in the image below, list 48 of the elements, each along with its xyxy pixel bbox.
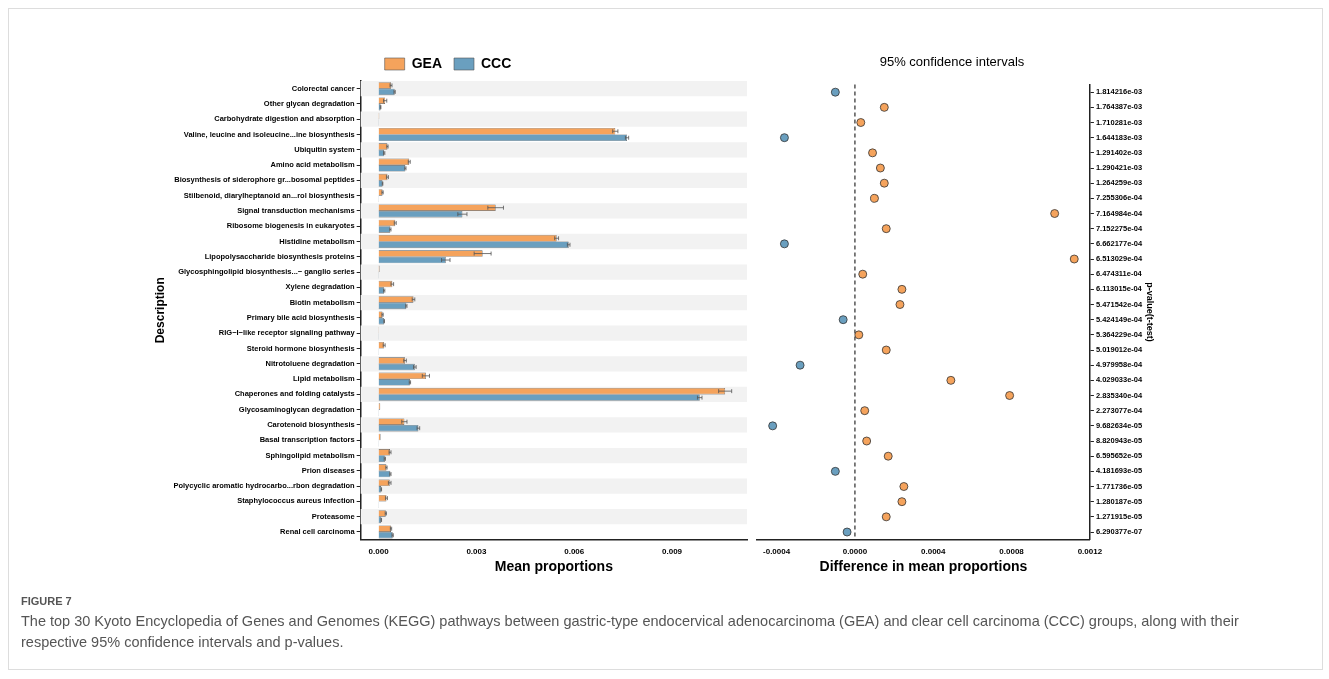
legend-label: CCC	[481, 54, 512, 71]
caption: FIGURE 7	[21, 595, 73, 607]
x-tick-label: 0.0004	[921, 546, 947, 556]
point	[862, 436, 872, 446]
point	[879, 178, 889, 188]
x-tick-label: 0.000	[368, 546, 390, 556]
point	[895, 300, 905, 309]
x-tick-label: 0.0000	[842, 546, 868, 556]
point	[838, 315, 848, 325]
point	[830, 466, 840, 476]
x-axis-title: Mean proportions	[494, 558, 614, 575]
x-tick-label: 0.0008	[999, 546, 1025, 556]
point	[795, 360, 805, 370]
y2-axis-title: p-value(t-test)	[1145, 282, 1156, 342]
x-tick-label: 0.009	[662, 546, 683, 556]
x-tick-label: 0.0012	[1077, 546, 1103, 556]
point	[780, 133, 789, 143]
point	[868, 148, 877, 158]
point	[879, 102, 889, 112]
x-tick-label: 0.006	[564, 546, 585, 556]
x-tick-label: -0.0004	[763, 546, 791, 556]
point	[870, 193, 879, 203]
point	[883, 451, 893, 461]
point	[768, 421, 778, 431]
point	[842, 527, 852, 537]
point	[875, 163, 885, 173]
point	[899, 482, 909, 491]
y-axis-title: Description	[152, 277, 167, 344]
point	[946, 375, 956, 385]
point	[881, 224, 891, 234]
point	[897, 497, 907, 507]
point	[1005, 391, 1015, 400]
point	[830, 87, 840, 97]
point	[897, 284, 907, 294]
point	[881, 345, 891, 355]
point	[1050, 209, 1060, 218]
point	[780, 239, 789, 249]
legend-label: GEA	[411, 54, 443, 71]
point	[1069, 254, 1079, 264]
x-axis-title: Difference in mean proportions	[819, 558, 1028, 575]
point	[856, 118, 866, 127]
chart-title: 95% confidence intervals	[879, 54, 1025, 70]
text: The top 30 Kyoto Encyclopedia of Genes and Genomes (KEGG) pathways between gastric-type endocervical adenocarcinoma (GEA) and clear cell carcinoma (CCC) groups, along with their respective 95% confidence intervals and p-values.	[21, 612, 1240, 652]
point	[858, 269, 868, 279]
point	[860, 406, 870, 416]
point	[854, 330, 864, 340]
x-tick-label: 0.003	[466, 546, 487, 556]
point	[881, 512, 891, 522]
